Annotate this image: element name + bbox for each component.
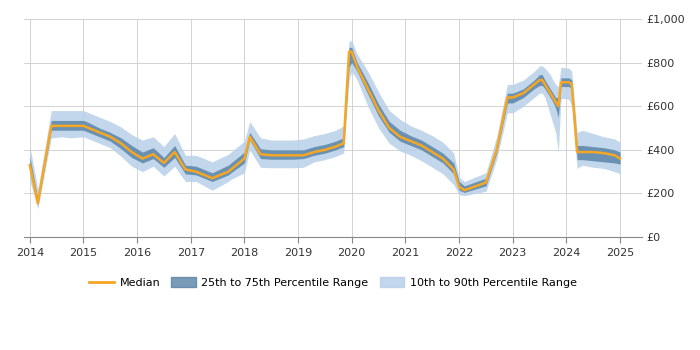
Legend: Median, 25th to 75th Percentile Range, 10th to 90th Percentile Range: Median, 25th to 75th Percentile Range, 1… bbox=[85, 273, 581, 293]
